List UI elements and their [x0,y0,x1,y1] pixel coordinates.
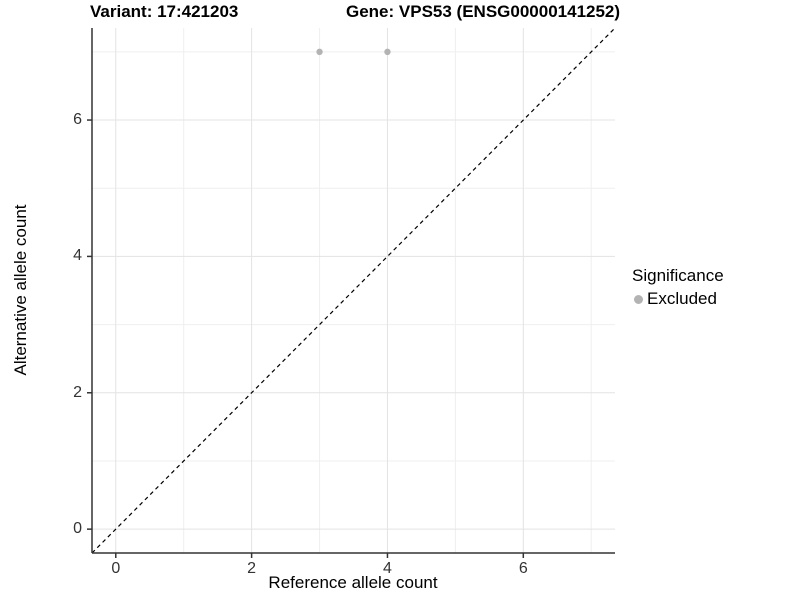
variant-title: Variant: 17:421203 [90,2,239,21]
y-tick-label: 4 [73,247,82,265]
y-tick-label: 0 [73,520,82,538]
x-tick-label: 0 [111,560,121,577]
data-point [384,48,391,56]
excluded-point-icon [634,294,643,304]
x-axis-title: Reference allele count [268,573,438,592]
plot-panel [87,27,616,558]
legend-item-label: Excluded [647,289,717,308]
x-tick-label: 6 [518,560,528,577]
data-point [316,48,323,56]
y-tick-label: 6 [73,111,82,129]
y-tick-label: 2 [73,383,82,401]
identity-reference-line [91,27,616,554]
legend-item-excluded: Excluded [634,289,724,309]
legend-title: Significance [632,266,724,285]
x-tick-label: 2 [247,560,257,577]
y-axis-title: Alternative allele count [11,204,30,376]
x-tick-label: 4 [383,560,392,577]
gene-title: Gene: VPS53 (ENSG00000141252) [346,2,621,21]
legend: Significance Excluded [632,266,724,309]
